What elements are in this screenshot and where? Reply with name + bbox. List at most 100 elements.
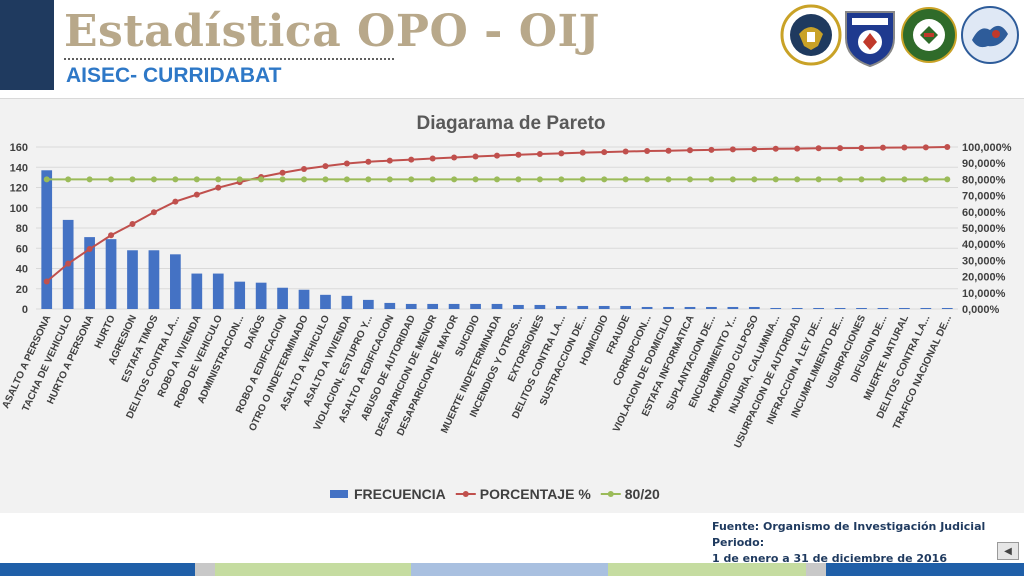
- right-tick-label: 90,000%: [962, 158, 1006, 170]
- footer-stripe-segment: [826, 563, 1024, 576]
- source-line-1: Fuente: Organismo de Investigación Judic…: [712, 520, 986, 549]
- bar: [234, 281, 246, 309]
- bar: [298, 289, 310, 309]
- series-point: [65, 176, 72, 183]
- series-point: [837, 145, 844, 152]
- series-point: [279, 176, 286, 183]
- series-point: [193, 191, 200, 198]
- series-point: [686, 176, 693, 183]
- series-point: [451, 176, 458, 183]
- series-point: [215, 176, 222, 183]
- series-point: [451, 154, 458, 161]
- back-button[interactable]: ◀: [997, 542, 1019, 560]
- series-point: [772, 145, 779, 152]
- bar: [706, 306, 717, 309]
- series-point: [879, 176, 886, 183]
- series-point: [429, 155, 436, 162]
- series-point: [515, 176, 522, 183]
- legend-label: PORCENTAJE %: [480, 486, 592, 502]
- bar: [41, 170, 53, 309]
- bar: [127, 250, 138, 309]
- series-point: [408, 156, 415, 163]
- bar: [856, 307, 867, 309]
- series-point: [279, 169, 286, 176]
- left-axis: 0 20 40 60 80 100 120 140 160: [10, 142, 28, 316]
- series-point: [129, 220, 136, 227]
- left-tick-label: 80: [16, 223, 28, 235]
- pareto-chart: Diagarama de Pareto 0 20 40 60 80 100 120 140 16…: [0, 113, 1012, 502]
- series-point: [86, 246, 93, 253]
- series-point: [536, 176, 543, 183]
- bar: [598, 305, 610, 309]
- bar: [941, 307, 953, 309]
- bar: [813, 307, 824, 309]
- bar: [191, 273, 203, 309]
- series-point: [43, 176, 50, 183]
- series-point: [494, 152, 500, 159]
- bar: [448, 303, 460, 309]
- series-point: [644, 176, 651, 183]
- series-point: [751, 176, 758, 183]
- bar: [555, 305, 567, 309]
- bar: [748, 306, 760, 309]
- bar: [770, 307, 782, 309]
- bar: [727, 306, 739, 309]
- series-point: [901, 176, 908, 183]
- right-tick-label: 80,000%: [962, 174, 1006, 186]
- left-tick-label: 140: [10, 162, 28, 174]
- series-point: [665, 176, 672, 183]
- series-point: [215, 184, 222, 191]
- series-point: [386, 176, 393, 183]
- bar: [577, 305, 589, 309]
- right-tick-label: 60,000%: [962, 207, 1006, 219]
- legend-swatch: [330, 490, 348, 498]
- series-point: [365, 176, 372, 183]
- series-point: [686, 147, 693, 154]
- source-line-2: 1 de enero a 31 de diciembre de 2016: [712, 552, 947, 565]
- title-divider: [64, 58, 394, 60]
- chart-title: Diagarama de Pareto: [416, 113, 605, 134]
- page-subtitle: AISEC- CURRIDABAT: [66, 64, 282, 87]
- bar: [470, 303, 481, 309]
- series-point: [837, 176, 844, 183]
- bar: [255, 282, 267, 309]
- series-point: [65, 260, 72, 267]
- series-point: [86, 176, 93, 183]
- series-point: [429, 176, 436, 183]
- bar: [212, 273, 224, 309]
- right-tick-label: 40,000%: [962, 239, 1006, 251]
- right-tick-label: 70,000%: [962, 191, 1006, 203]
- legend-label: FRECUENCIA: [354, 486, 446, 502]
- series-point: [129, 176, 136, 183]
- chart-panel: Diagarama de Pareto 0 20 40 60 80 100 120 140 16…: [0, 98, 1024, 513]
- series-point: [494, 176, 500, 183]
- left-tick-label: 60: [16, 243, 28, 255]
- right-axis: 0,000% 10,000% 20,000% 30,000% 40,000% 50,000…: [962, 142, 1012, 316]
- bar: [427, 303, 439, 309]
- series-point: [236, 176, 243, 183]
- series-point: [622, 176, 629, 183]
- series-point: [922, 176, 929, 183]
- bar: [513, 304, 524, 309]
- bar: [534, 304, 546, 309]
- right-tick-label: 0,000%: [962, 304, 1000, 316]
- bar: [620, 305, 632, 309]
- blue-map-emblem-icon: [961, 6, 1019, 64]
- left-tick-label: 40: [16, 264, 28, 276]
- bar: [84, 237, 95, 309]
- bar: [341, 295, 353, 309]
- right-tick-label: 100,000%: [962, 142, 1012, 154]
- series-point: [343, 176, 350, 183]
- bar: [148, 250, 160, 309]
- bar: [320, 294, 331, 309]
- gridlines: [36, 146, 958, 310]
- bar: [491, 303, 503, 309]
- bar: [920, 307, 932, 309]
- series-point: [644, 148, 651, 155]
- series-point: [365, 158, 372, 165]
- series-point: [150, 209, 157, 216]
- back-triangle-icon: ◀: [1004, 545, 1012, 557]
- series-point: [193, 176, 200, 183]
- bar: [277, 287, 288, 309]
